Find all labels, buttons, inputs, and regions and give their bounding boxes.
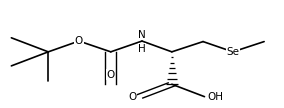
Text: Se: Se (226, 47, 239, 57)
Text: O: O (75, 36, 83, 46)
Text: O: O (106, 70, 115, 80)
Text: N: N (138, 30, 146, 40)
Text: O: O (128, 92, 136, 102)
Text: H: H (138, 44, 146, 54)
Text: OH: OH (207, 92, 223, 102)
